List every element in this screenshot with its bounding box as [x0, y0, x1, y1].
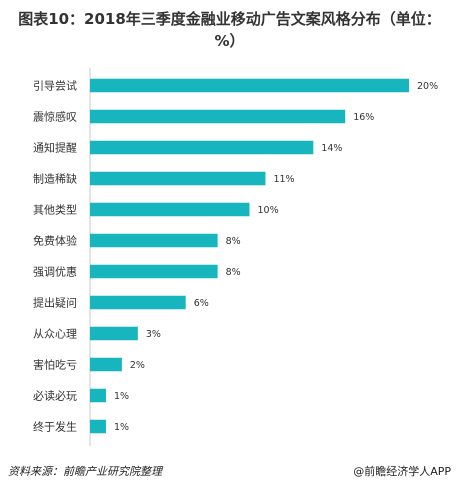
- bar: [90, 419, 106, 434]
- bar-chart: 引导尝试 20% 震惊感叹 16% 通知提醒 14% 制造稀缺 11% 其他类型 10% 免费体验 8…: [33, 68, 438, 446]
- chart-title: 图表10：2018年三季度金融业移动广告文案风格分布（单位：%）: [18, 10, 441, 50]
- bar: [90, 233, 218, 248]
- value-label: 10%: [258, 205, 279, 216]
- value-label: 2%: [130, 360, 145, 371]
- source-note: 资料来源：前瞻产业研究院整理: [8, 465, 162, 478]
- value-label: 3%: [146, 329, 161, 340]
- bar: [90, 388, 106, 403]
- category-label: 强调优惠: [33, 265, 77, 279]
- bar: [90, 171, 266, 186]
- value-label: 8%: [226, 267, 241, 278]
- category-label: 通知提醒: [33, 141, 77, 155]
- category-label: 引导尝试: [33, 79, 77, 93]
- category-label: 必读必玩: [33, 389, 77, 403]
- bar: [90, 202, 250, 217]
- category-label: 终于发生: [33, 420, 77, 434]
- value-label: 16%: [353, 112, 374, 123]
- category-label: 提出疑问: [33, 296, 77, 310]
- brand-watermark: @前瞻经济学人APP: [353, 465, 451, 478]
- bar: [90, 264, 218, 279]
- category-label: 制造稀缺: [33, 172, 77, 186]
- bar: [90, 140, 314, 155]
- bar: [90, 78, 409, 93]
- bar: [90, 326, 138, 341]
- value-label: 11%: [273, 174, 294, 185]
- value-label: 1%: [114, 422, 129, 433]
- category-label: 害怕吃亏: [33, 358, 77, 372]
- value-label: 6%: [194, 298, 209, 309]
- value-label: 20%: [417, 81, 438, 92]
- category-label: 震惊感叹: [33, 110, 77, 124]
- bar: [90, 109, 346, 124]
- category-label: 从众心理: [33, 328, 77, 341]
- value-label: 1%: [114, 391, 129, 402]
- category-label: 免费体验: [33, 234, 77, 248]
- bar: [90, 295, 186, 310]
- bar: [90, 357, 122, 372]
- value-label: 14%: [321, 143, 342, 154]
- value-label: 8%: [226, 236, 241, 247]
- category-label: 其他类型: [33, 203, 77, 217]
